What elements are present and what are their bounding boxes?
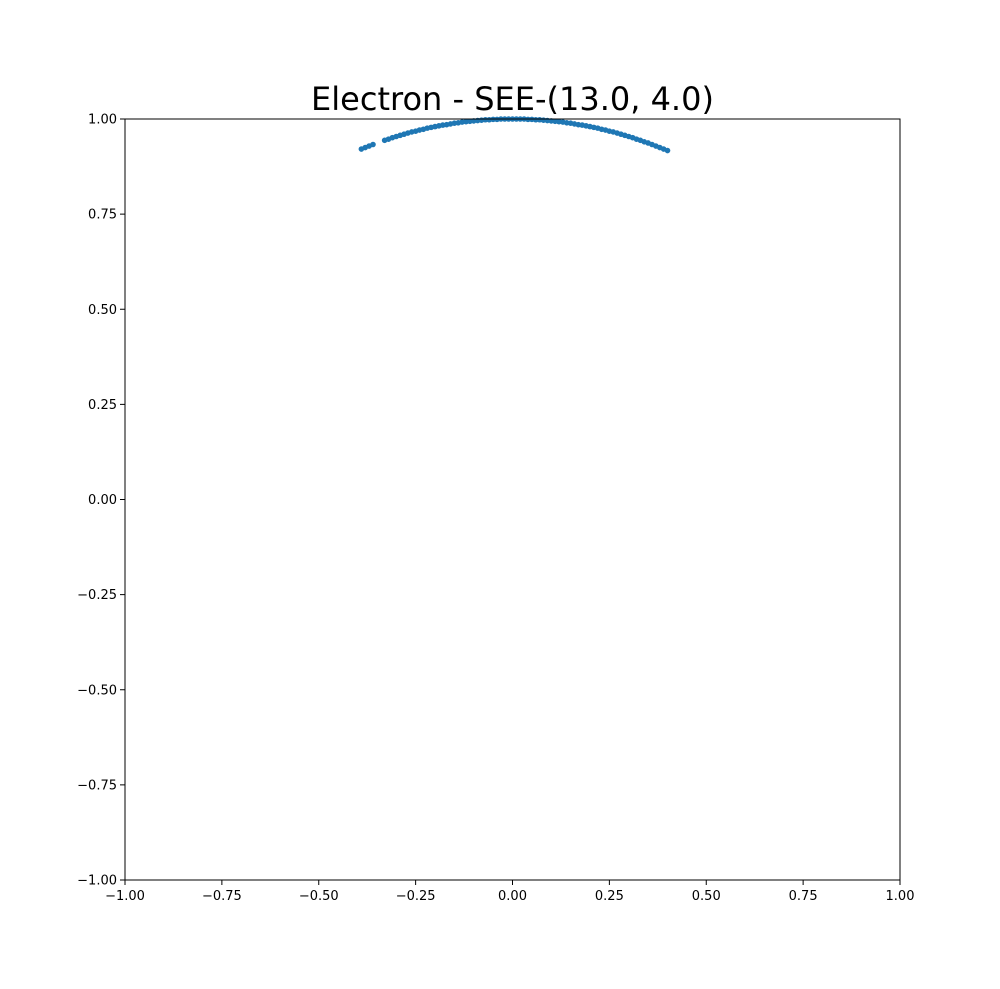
y-tick-label: 0.75 xyxy=(88,208,117,223)
x-tick-label: 1.00 xyxy=(886,889,915,904)
y-tick-label: 0.25 xyxy=(88,398,117,413)
y-tick-label: −0.25 xyxy=(77,588,117,603)
y-tick-label: −1.00 xyxy=(77,874,117,889)
y-tick-label: 0.00 xyxy=(88,493,117,508)
y-tick-label: −0.75 xyxy=(77,778,117,793)
x-tick-label: 0.00 xyxy=(498,889,527,904)
x-tick-label: 0.50 xyxy=(692,889,721,904)
data-point xyxy=(482,116,489,123)
x-axis: −1.00 −0.75 −0.50 −0.25 0.00 0.25 0.50 0.75 1.00 xyxy=(105,880,914,904)
y-axis: −1.00 −0.75 −0.50 −0.25 0.00 0.25 0.50 0.75 1.00 xyxy=(77,113,125,889)
y-tick-label: 1.00 xyxy=(88,113,117,128)
x-tick-label: 0.25 xyxy=(595,889,624,904)
x-tick-label: −0.75 xyxy=(202,889,242,904)
y-tick-label: −0.50 xyxy=(77,683,117,698)
x-tick-label: −0.25 xyxy=(396,889,436,904)
chart-title: Electron - SEE-(13.0, 4.0) xyxy=(311,80,714,118)
data-point xyxy=(532,116,539,123)
x-tick-label: 0.75 xyxy=(789,889,818,904)
x-tick-label: −0.50 xyxy=(299,889,339,904)
x-tick-label: −1.00 xyxy=(105,889,145,904)
y-tick-label: 0.50 xyxy=(88,303,117,318)
data-point xyxy=(664,147,671,154)
data-point xyxy=(370,141,376,148)
plot-frame xyxy=(124,118,901,881)
